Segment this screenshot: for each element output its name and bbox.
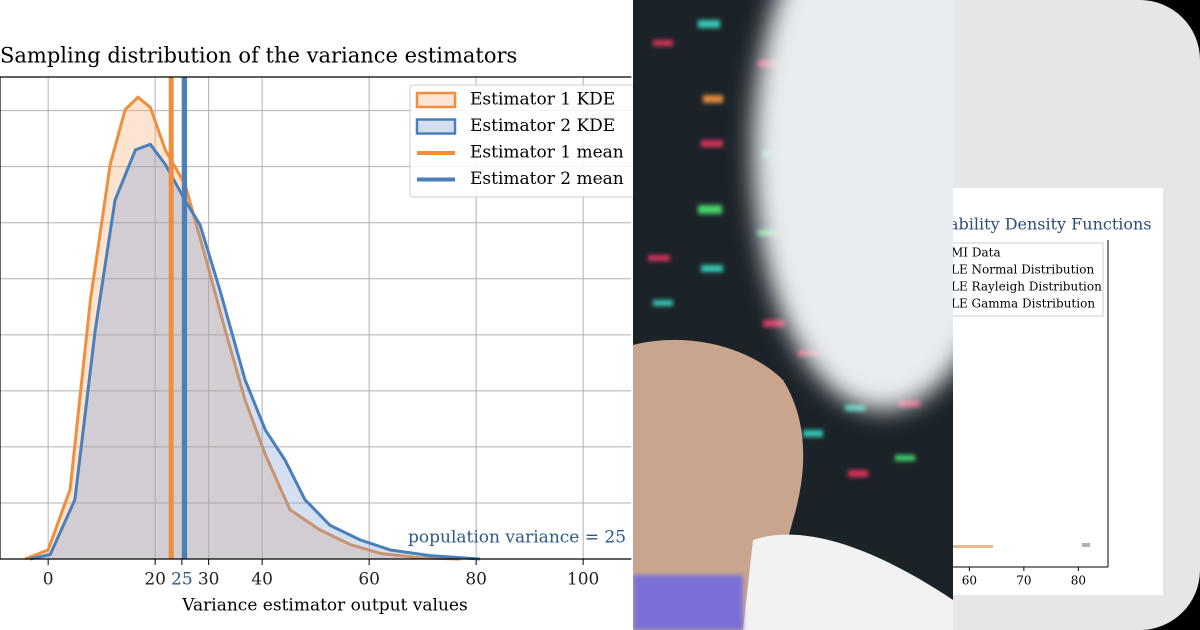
kde-line <box>29 142 481 561</box>
photo-panel <box>633 0 953 630</box>
photo <box>633 0 953 630</box>
kde-line <box>24 95 461 561</box>
kde-area <box>29 144 480 560</box>
legend-label: Estimator 2 mean <box>470 169 624 189</box>
legend-swatch <box>415 91 457 109</box>
left-panel: Sampling distribution of the variance es… <box>0 44 633 616</box>
x-tick-label: 80 <box>1071 574 1086 588</box>
x-tick-label: 20 <box>144 570 166 590</box>
x-tick-label: 0 <box>43 570 54 590</box>
legend-box <box>409 84 633 198</box>
x-tick-label: 60 <box>358 570 380 590</box>
chart-title: Sampling distribution of the variance es… <box>0 44 517 68</box>
chart-title: ability Density Functions <box>953 215 1152 234</box>
x-tick-label: 80 <box>465 570 487 590</box>
right-panel: ability Density Functions 60 70 80 MI Data L… <box>953 0 1200 630</box>
x-tick-label: 100 <box>567 570 599 590</box>
x-tick-label: 30 <box>198 570 220 590</box>
blurred-shoulder <box>753 0 953 410</box>
annotation: population variance = 25 <box>408 528 626 548</box>
tubes <box>633 575 743 630</box>
legend-label: LE Rayleigh Distribution <box>953 280 1102 294</box>
legend-label: LE Normal Distribution <box>953 263 1094 277</box>
x-tick-label: 25 <box>171 570 193 590</box>
legend-label: Estimator 1 mean <box>470 143 624 163</box>
sleeve <box>743 534 953 630</box>
legend-label: MI Data <box>953 246 1001 260</box>
histogram-trace <box>953 545 993 548</box>
x-tick-label: 40 <box>251 570 273 590</box>
kde-chart: Sampling distribution of the variance es… <box>0 44 633 616</box>
legend-label: LE Gamma Distribution <box>953 297 1095 311</box>
kde-area <box>25 97 461 559</box>
legend-label: Estimator 2 KDE <box>470 116 615 136</box>
legend-box <box>953 242 1104 317</box>
x-axis-label: Variance estimator output values <box>181 596 467 616</box>
x-tick-label: 70 <box>1016 574 1031 588</box>
legend-label: Estimator 1 KDE <box>470 90 615 110</box>
pdf-chart: ability Density Functions 60 70 80 MI Data L… <box>953 188 1163 595</box>
x-tick-label: 60 <box>962 574 977 588</box>
legend-swatch <box>415 118 457 135</box>
histogram-trace <box>1082 543 1090 547</box>
